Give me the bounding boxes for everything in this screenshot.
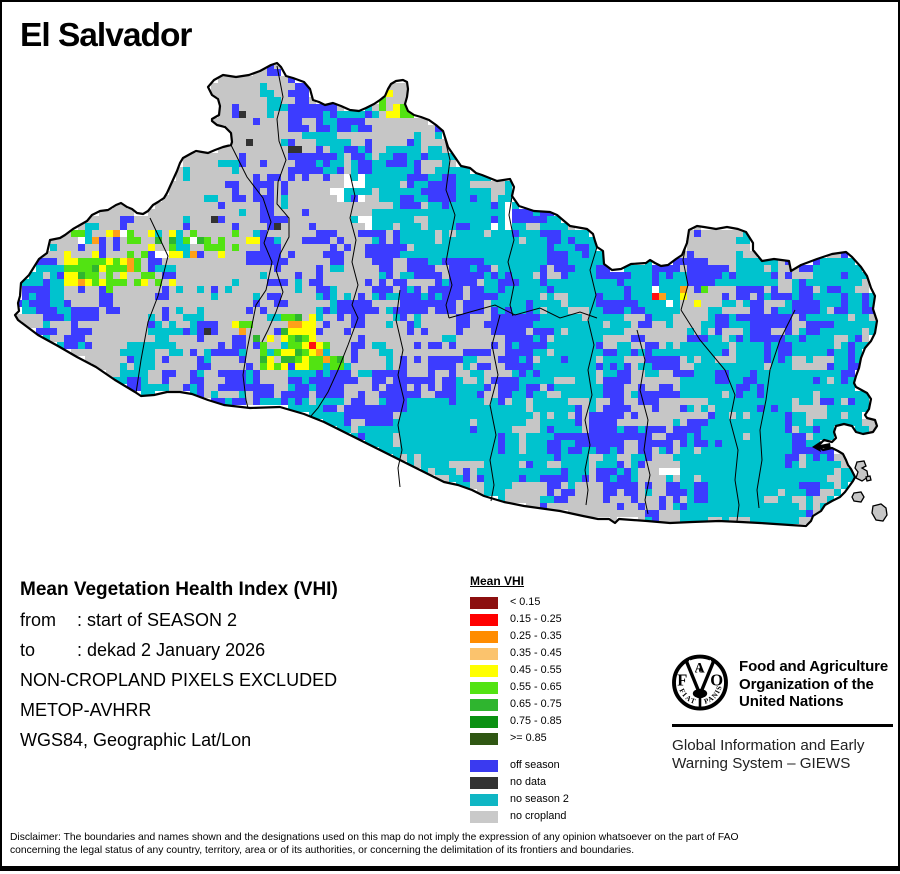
svg-text:F: F xyxy=(677,671,687,690)
svg-text:O: O xyxy=(710,671,723,690)
